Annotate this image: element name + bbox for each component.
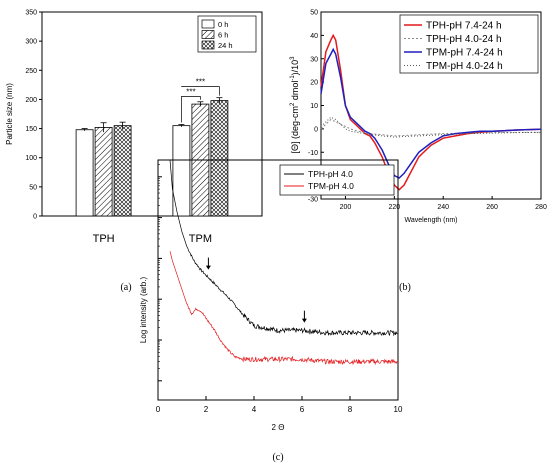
panel-b-series-line: [320, 118, 541, 137]
panel-a-bar: [75, 129, 94, 217]
panel-b-legend-label: TPH-pH 4.0-24 h: [426, 34, 502, 45]
panel-a-y-tick-label: 250: [25, 68, 37, 75]
panel-a-x-tick-label: TPH: [93, 233, 115, 245]
panel-b-y-tick-label: 50: [310, 10, 318, 17]
panel-c-line-chart: 0 2 4 6 8 10 Log intensity (arb.) 2 Θ TPH-pH …: [139, 159, 403, 432]
panel-c-x-axis: 0 2 4 6 8 10: [156, 396, 403, 414]
panel-a-y-tick-label: 150: [25, 126, 37, 133]
panel-a-legend-label: 24 h: [218, 41, 233, 50]
panel-b-legend-box: [399, 14, 539, 74]
panel-b-x-tick-label: 260: [486, 204, 498, 211]
panel-c-x-tick-label: 4: [252, 405, 257, 414]
panel-a-bar: [113, 125, 132, 217]
caption-b: (b): [399, 282, 411, 293]
panel-a-bar-chart: 0 50 100 150 200 250 300 350 Particle size (nm)…: [5, 10, 263, 245]
panel-a-significance-annotations: ******: [181, 78, 220, 123]
panel-a-legend-label: 6 h: [218, 31, 228, 40]
panel-a-legend: 0 h 6 h24 h: [197, 15, 257, 53]
panel-b-y-tick-label: 40: [310, 33, 318, 40]
panel-b-legend: TPH-pH 7.4-24 h TPH-pH 4.0-24 h TPM-pH 7.4…: [399, 14, 539, 74]
panel-c-x-tick-label: 2: [204, 405, 209, 414]
panel-b-y-tick-label: -30: [308, 197, 318, 204]
panel-a-y-tick-label: 200: [25, 97, 37, 104]
panel-a-bar: [210, 100, 229, 217]
panel-a-y-tick-label: 350: [25, 10, 37, 17]
panel-a-x-axis: TPH TPM: [93, 233, 212, 245]
panel-a-x-tick-label: TPM: [189, 233, 212, 245]
panel-b-y-tick-label: 0: [314, 126, 318, 133]
panel-c-series: [169, 159, 398, 366]
panel-a-legend-swatch: [201, 30, 215, 39]
panel-c-x-tick-label: 10: [394, 405, 403, 414]
panel-b-x-tick-label: 280: [535, 204, 547, 211]
panel-b-legend-label: TPH-pH 7.4-24 h: [426, 21, 502, 32]
panel-b-series-line: [320, 116, 542, 138]
panel-b-y-tick-label: 10: [310, 103, 318, 110]
panel-b-y-tick-label: 20: [310, 80, 318, 87]
panel-b-x-tick-label: 220: [388, 204, 400, 211]
panel-a-plot-frame: [41, 11, 263, 217]
panel-c-peak-arrows: [205, 257, 307, 323]
panel-a-legend-label: 0 h: [218, 20, 228, 29]
panel-b-series: [320, 33, 542, 191]
panel-b-series-line: [320, 33, 542, 191]
panel-c-legend: TPH-pH 4.0 TPM-pH 4.0: [279, 164, 395, 196]
panel-a-y-tick-label: 100: [25, 155, 37, 162]
panel-a-y-tick-label: 300: [25, 39, 37, 46]
panel-b-y-tick-label: 30: [310, 56, 318, 63]
panel-b-y-tick-label: -10: [308, 150, 318, 157]
panel-a-y-tick-label: 50: [29, 184, 37, 191]
panel-a-bracket: [181, 96, 201, 123]
panel-c-series-line: [169, 251, 398, 366]
panel-a-bar: [94, 127, 113, 217]
panel-c-arrow-head: [301, 318, 307, 323]
panel-b-legend-label: TPM-pH 7.4-24 h: [426, 48, 503, 59]
panel-c-arrow-head: [205, 265, 211, 270]
panel-b-y-axis-label: [Θ] (deg-cm2 dmol-1)/103: [290, 56, 300, 154]
panel-c-y-axis-label: Log intensity (arb.): [139, 277, 148, 344]
panel-c-x-tick-label: 6: [300, 405, 305, 414]
panel-c-legend-box: [279, 164, 395, 196]
panel-b-legend-label: TPM-pH 4.0-24 h: [426, 61, 503, 72]
caption-c: (c): [272, 452, 283, 463]
panel-a-y-tick-label: 0: [33, 214, 37, 221]
panel-a-legend-swatch: [201, 19, 215, 29]
panel-c-y-axis: [158, 164, 162, 382]
panel-c-x-axis-label: 2 Θ: [272, 423, 285, 432]
panel-c-legend-label: TPM-pH 4.0: [308, 181, 354, 191]
panel-a-significance-label: ***: [196, 78, 205, 87]
panel-c-x-tick-label: 8: [348, 405, 353, 414]
caption-a: (a): [120, 282, 131, 293]
panel-a-y-axis-label: Particle size (nm): [5, 83, 14, 145]
panel-a-significance-label: ***: [186, 88, 195, 97]
panel-b-x-axis: 200 220 240 260 280: [340, 196, 547, 211]
panel-a-bracket: [181, 86, 220, 96]
panel-a-legend-swatch: [201, 40, 215, 50]
panel-b-x-axis-label: Wavelength (nm): [404, 217, 457, 224]
panel-b-series-line: [320, 47, 542, 179]
panel-c-x-tick-label: 0: [156, 405, 161, 414]
panel-b-x-tick-label: 200: [340, 204, 352, 211]
panel-c-legend-label: TPH-pH 4.0: [308, 169, 353, 179]
panel-b-x-tick-label: 240: [437, 204, 449, 211]
panel-c-series-line: [169, 159, 398, 337]
panel-a-bars: [75, 97, 229, 217]
panel-a-y-axis: 0 50 100 150 200 250 300 350: [25, 10, 42, 221]
